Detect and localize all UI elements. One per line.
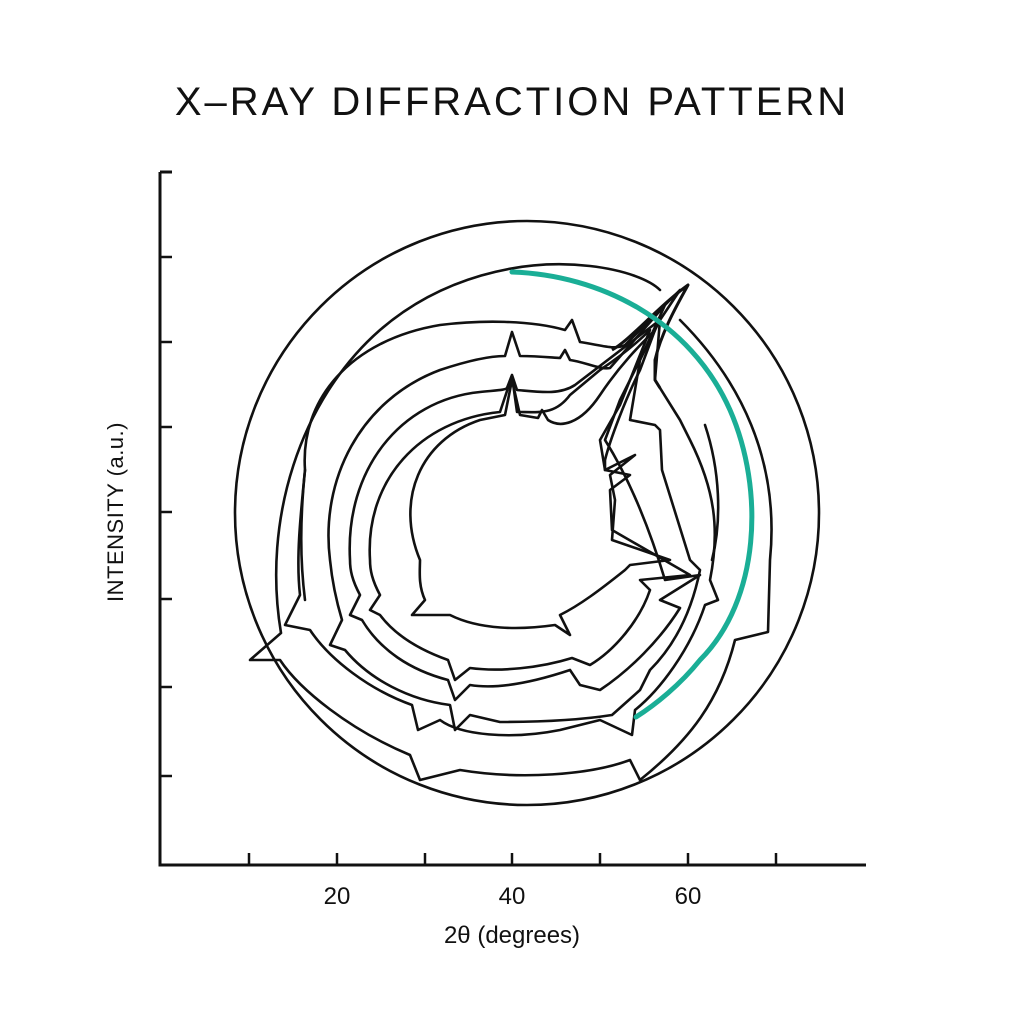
ring-2: [248, 263, 773, 782]
ring-inner-left-arc: [299, 468, 307, 602]
inner-ring: [409, 328, 672, 637]
x-axis-label: 2θ (degrees): [443, 922, 581, 949]
peak-spike: [611, 283, 690, 389]
ring-right-arc: [703, 423, 720, 562]
dominant-peak: [611, 283, 690, 389]
y-ticks: [160, 255, 172, 778]
outer-ring: [233, 219, 821, 807]
ring-3: [283, 288, 720, 737]
ring-5: [348, 318, 702, 702]
ring-6: [368, 328, 692, 682]
chart-title: X–RAY DIFFRACTION PATTERN: [174, 80, 850, 124]
x-tick-label-20: 20: [323, 883, 351, 910]
rings: [233, 219, 821, 807]
x-tick-label-60: 60: [674, 883, 702, 910]
ring-4: [327, 303, 702, 732]
highlight-arc: [509, 269, 755, 720]
axis-lines: [158, 172, 866, 867]
x-ticks: [247, 853, 778, 865]
axes: [158, 170, 866, 867]
x-tick-label-40: 40: [498, 883, 526, 910]
